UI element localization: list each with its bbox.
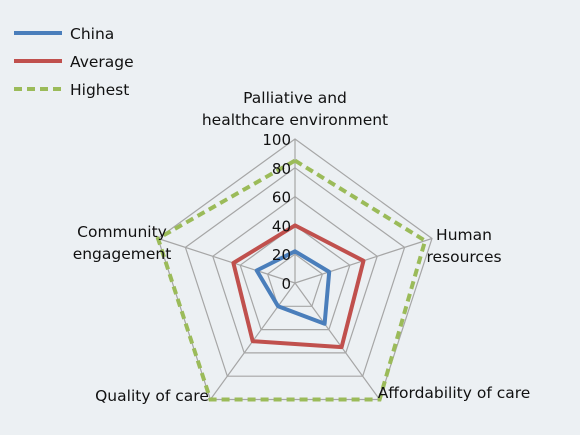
grid-ring-60 — [212, 195, 378, 354]
axis-spoke-2 — [294, 282, 381, 400]
legend: China Average Highest — [14, 25, 134, 99]
grid-ring-40 — [239, 224, 351, 331]
tick-label-0: 0 — [281, 275, 291, 293]
axis-label-4-line-0: Community — [77, 223, 167, 241]
series-average-line — [231, 223, 366, 350]
series-highest-line — [155, 158, 428, 402]
series-china-line — [254, 249, 332, 326]
legend-label-china: China — [70, 25, 114, 43]
axis-label-1-line-0: Human — [436, 226, 492, 244]
axis-label-4-line-1: engagement — [73, 245, 172, 263]
legend-label-average: Average — [70, 53, 134, 71]
grid-ring-100 — [157, 138, 433, 401]
radial-tick-labels: 0 20 40 60 80 100 — [262, 131, 291, 293]
axis-label-3-line-0: Quality of care — [95, 387, 209, 405]
tick-label-100: 100 — [262, 131, 291, 149]
radar-series — [155, 158, 428, 402]
tick-label-80: 80 — [272, 160, 291, 178]
legend-label-highest: Highest — [70, 81, 129, 99]
tick-label-40: 40 — [272, 217, 291, 235]
axis-labels: Palliative and healthcare environment Huma… — [73, 89, 531, 405]
axis-label-2-line-0: Affordability of care — [378, 384, 531, 402]
grid-ring-80 — [184, 167, 406, 377]
axis-label-0-line-1: healthcare environment — [202, 111, 388, 129]
axis-label-0-line-0: Palliative and — [243, 89, 347, 107]
tick-label-60: 60 — [272, 189, 291, 207]
axis-label-1-line-1: resources — [426, 248, 501, 266]
tick-label-20: 20 — [272, 246, 291, 264]
axis-spoke-4 — [157, 237, 296, 284]
grid-ring-20 — [266, 253, 324, 307]
